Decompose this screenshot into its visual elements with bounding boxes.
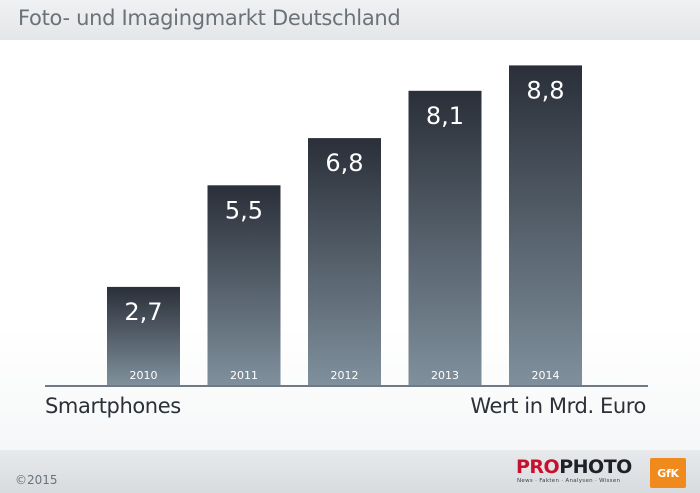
prophoto-logo: PROPHOTO News · Fakten · Analysen · Wiss… xyxy=(516,457,634,489)
bar-chart: 2,7 2010 5,5 2011 6,8 2012 8,1 2013 8,8 2014 xyxy=(45,65,648,387)
subject-label: Smartphones xyxy=(45,394,181,418)
value-label-2012: 6,8 xyxy=(325,149,363,177)
bar-2010 xyxy=(107,286,180,385)
category-label-2012: 2012 xyxy=(331,369,359,382)
value-label-2014: 8,8 xyxy=(526,76,564,104)
bar-2012 xyxy=(308,138,381,385)
chart-title: Foto- und Imagingmarkt Deutschland xyxy=(18,6,401,30)
chart-area: 2,7 2010 5,5 2011 6,8 2012 8,1 2013 8,8 2014 xyxy=(0,40,700,450)
bars-group: 2,7 2010 5,5 2011 6,8 2012 8,1 2013 8,8 2014 xyxy=(107,65,582,386)
value-label-2010: 2,7 xyxy=(124,298,162,326)
value-label-2013: 8,1 xyxy=(426,102,464,130)
brand-tagline: News · Fakten · Analysen · Wissen xyxy=(517,478,621,484)
category-label-2013: 2013 xyxy=(431,369,459,382)
unit-label: Wert in Mrd. Euro xyxy=(470,394,646,418)
category-label-2014: 2014 xyxy=(532,369,560,382)
category-label-2011: 2011 xyxy=(230,369,258,382)
brand-name: PROPHOTO xyxy=(516,457,634,477)
gfk-logo: GfK xyxy=(650,458,686,488)
footer: ©2015 PROPHOTO News · Fakten · Analysen … xyxy=(0,450,700,493)
brand-name-part2: PHOTO xyxy=(559,456,632,478)
copyright-text: ©2015 xyxy=(15,473,58,487)
category-label-2010: 2010 xyxy=(130,369,158,382)
value-label-2011: 5,5 xyxy=(225,196,263,224)
bar-2011 xyxy=(207,185,281,385)
bar-2013 xyxy=(408,90,482,386)
gfk-logo-text: GfK xyxy=(657,466,679,480)
title-band: Foto- und Imagingmarkt Deutschland xyxy=(0,0,700,40)
bar-2014 xyxy=(509,65,582,386)
brand-name-part1: PRO xyxy=(516,456,560,478)
